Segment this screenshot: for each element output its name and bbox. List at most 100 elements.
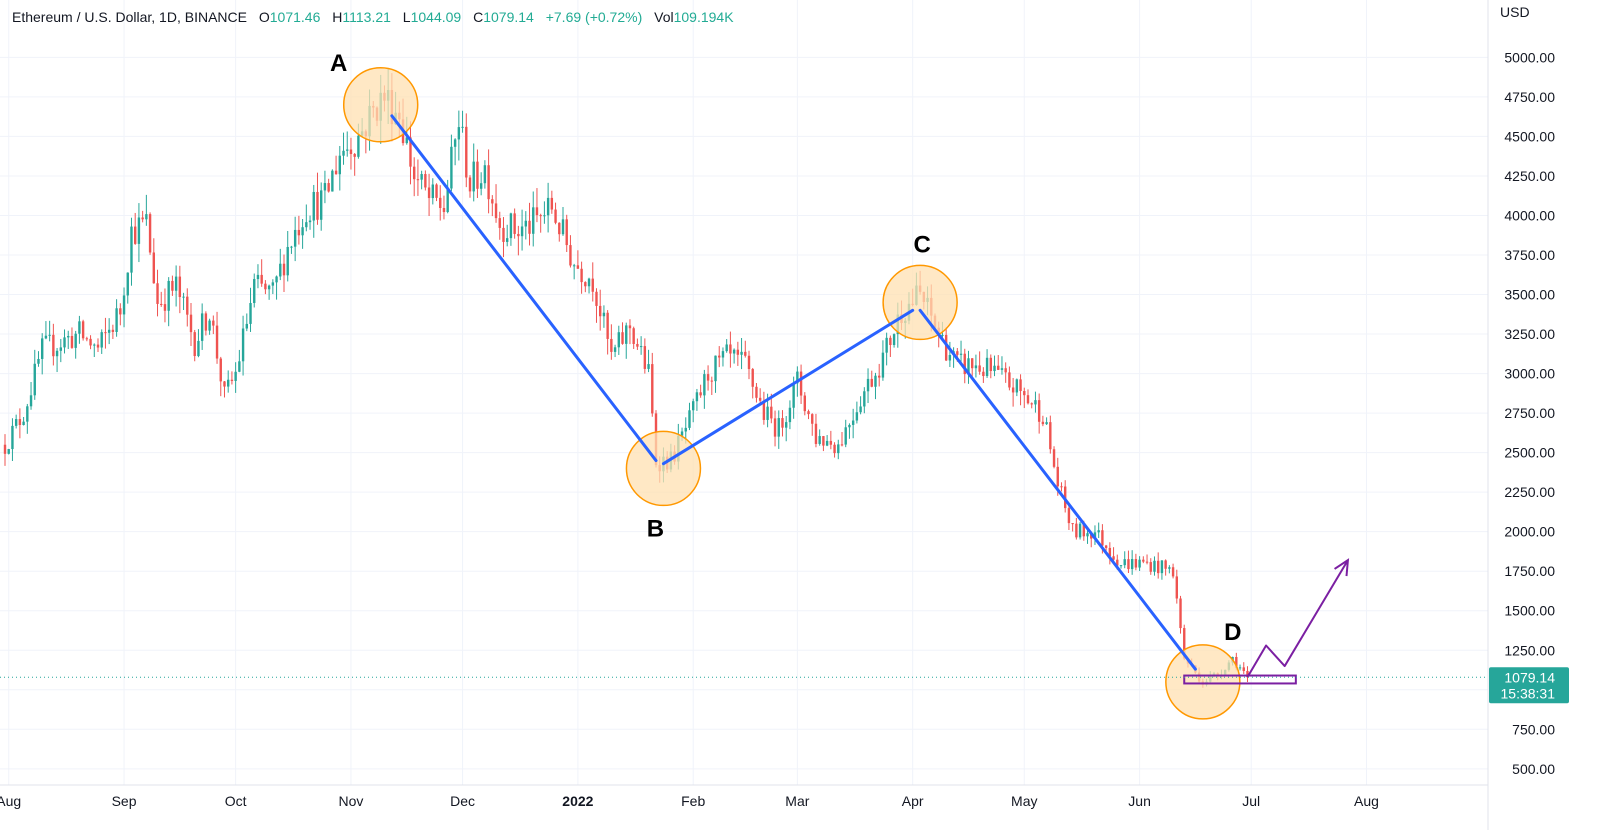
candle-body bbox=[156, 283, 159, 304]
drawings[interactable]: A B C D bbox=[0, 50, 1488, 720]
swing-point-circle-d[interactable] bbox=[1165, 644, 1241, 720]
candle-body bbox=[1052, 449, 1056, 467]
time-tick-label: May bbox=[1011, 793, 1037, 809]
candle-body bbox=[584, 282, 587, 287]
candle-body bbox=[688, 410, 691, 428]
candle-body bbox=[1164, 560, 1167, 569]
candle-body bbox=[1049, 422, 1052, 450]
candle-body bbox=[721, 351, 725, 358]
candle-body bbox=[338, 155, 341, 175]
candle-body bbox=[431, 184, 434, 199]
candle-body bbox=[498, 218, 501, 228]
price-tick-label: 4000.00 bbox=[1504, 207, 1555, 223]
candle-body bbox=[773, 418, 777, 437]
candle-body bbox=[502, 227, 505, 242]
candle-body bbox=[770, 406, 773, 419]
candle-body bbox=[959, 353, 963, 355]
candle-body bbox=[532, 207, 535, 234]
candle-body bbox=[141, 217, 144, 220]
candle-body bbox=[1008, 372, 1011, 388]
candle-body bbox=[148, 214, 152, 253]
candle-body bbox=[465, 126, 468, 178]
time-tick-label: Aug bbox=[0, 793, 21, 809]
candle-body bbox=[476, 161, 479, 189]
candle-body bbox=[1171, 567, 1175, 577]
price-tick-label: 4750.00 bbox=[1504, 89, 1555, 105]
candle-body bbox=[81, 321, 85, 339]
candle-body bbox=[1119, 565, 1123, 567]
candle-body bbox=[442, 207, 446, 213]
candle-body bbox=[212, 320, 215, 326]
candle-body bbox=[736, 349, 740, 355]
time-tick-label: 2022 bbox=[562, 793, 593, 809]
swing-point-circle-a[interactable] bbox=[342, 67, 419, 143]
candle-body bbox=[241, 328, 245, 362]
candle-body bbox=[305, 222, 308, 228]
candle-body bbox=[271, 282, 275, 286]
candle-body bbox=[439, 197, 442, 208]
candle-body bbox=[37, 358, 40, 364]
candle-body bbox=[491, 199, 494, 204]
symbol-title[interactable]: Ethereum / U.S. Dollar, 1D, BINANCE bbox=[12, 9, 247, 25]
candle-body bbox=[346, 149, 349, 151]
candle-body bbox=[1041, 421, 1045, 425]
candle-body bbox=[1101, 530, 1104, 546]
support-box[interactable] bbox=[1183, 674, 1297, 685]
swing-point-label-c: C bbox=[913, 231, 930, 258]
candle-body bbox=[134, 226, 137, 244]
candle-body bbox=[22, 421, 25, 426]
candle-body bbox=[517, 233, 520, 237]
candle-body bbox=[26, 406, 29, 422]
candle-body bbox=[457, 127, 461, 140]
candle-body bbox=[1045, 422, 1048, 425]
candle-body bbox=[643, 346, 647, 369]
price-tick-label: 500.00 bbox=[1512, 761, 1555, 777]
price-tick-label: 5000.00 bbox=[1504, 49, 1555, 65]
projection-path[interactable] bbox=[1246, 559, 1349, 678]
time-tick-label: Dec bbox=[450, 793, 475, 809]
close-label: C bbox=[473, 9, 484, 25]
volume-label: Vol bbox=[654, 9, 674, 25]
candle-body bbox=[85, 338, 89, 340]
trend-line[interactable] bbox=[661, 308, 915, 466]
axes: 5000.00 4750.00 4500.00 4250.00 4000.00 3750.… bbox=[0, 0, 1569, 830]
candle-body bbox=[535, 207, 539, 216]
candle-body bbox=[718, 355, 721, 358]
candle-body bbox=[1104, 545, 1108, 548]
candle-body bbox=[48, 334, 51, 336]
candle-body bbox=[145, 214, 148, 220]
candle-body bbox=[878, 375, 881, 378]
trend-line[interactable] bbox=[918, 308, 1197, 671]
candle-body bbox=[483, 165, 487, 184]
candle-body bbox=[554, 209, 557, 223]
close-value: 1079.14 bbox=[483, 9, 534, 25]
candle-body bbox=[405, 137, 408, 144]
candle-body bbox=[107, 329, 111, 333]
candle-body bbox=[1082, 523, 1085, 537]
candle-body bbox=[1067, 508, 1071, 524]
candle-body bbox=[543, 215, 546, 217]
candle-body bbox=[312, 191, 315, 221]
candle-body bbox=[52, 334, 55, 357]
swing-point-circle-c[interactable] bbox=[882, 264, 958, 341]
candle-body bbox=[115, 308, 118, 332]
candle-body bbox=[1168, 567, 1171, 569]
candle-body bbox=[160, 303, 163, 305]
candle-body bbox=[353, 154, 356, 157]
candle-body bbox=[956, 351, 959, 355]
trend-line[interactable] bbox=[390, 114, 658, 463]
bar-countdown: 15:38:31 bbox=[1501, 685, 1556, 701]
candle-body bbox=[100, 332, 103, 348]
candle-body bbox=[334, 170, 338, 175]
candle-body bbox=[613, 347, 617, 352]
candle-body bbox=[182, 296, 185, 298]
candle-body bbox=[494, 203, 498, 219]
price-tick-label: 4500.00 bbox=[1504, 128, 1555, 144]
candle-body bbox=[1160, 560, 1164, 574]
candle-body bbox=[174, 276, 178, 291]
high-label: H bbox=[332, 9, 343, 25]
candle-body bbox=[167, 280, 170, 311]
swing-point-circle-b[interactable] bbox=[625, 430, 702, 507]
